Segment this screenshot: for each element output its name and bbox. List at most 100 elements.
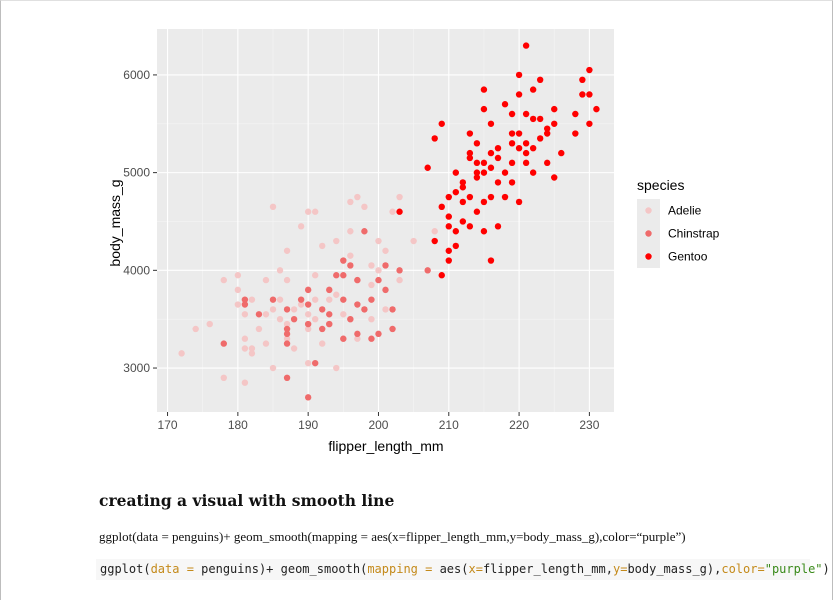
data-point: [522, 42, 530, 49]
data-point: [473, 174, 481, 181]
data-point: [192, 325, 199, 333]
data-point: [234, 272, 242, 279]
data-point: [297, 223, 305, 230]
data-point: [354, 330, 361, 338]
data-point: [445, 193, 452, 201]
data-point: [283, 325, 291, 333]
data-point: [283, 330, 291, 338]
data-point: [473, 208, 481, 215]
data-point: [431, 228, 438, 235]
y-tick-label: 6000: [123, 68, 150, 82]
code-token: x=: [468, 562, 483, 576]
data-point: [241, 345, 249, 352]
data-point: [529, 169, 537, 176]
x-tick-label: 220: [509, 418, 529, 432]
code-token: mapping =: [367, 562, 440, 576]
data-point: [536, 135, 544, 142]
data-point: [487, 120, 495, 127]
legend-label: Adelie: [668, 204, 702, 218]
code-token: color=: [721, 562, 765, 576]
x-tick-label: 180: [228, 418, 248, 432]
data-point: [347, 262, 354, 269]
legend-label: Chinstrap: [668, 227, 720, 241]
data-point: [375, 267, 382, 274]
data-point: [368, 296, 375, 303]
code-token: "purple": [764, 562, 823, 576]
data-points: [178, 42, 600, 401]
data-point: [283, 247, 291, 254]
data-point: [480, 169, 488, 176]
data-point: [459, 184, 467, 191]
data-point: [480, 198, 488, 206]
data-point: [522, 110, 530, 118]
data-point: [283, 335, 291, 342]
data-point: [501, 193, 509, 201]
data-point: [234, 301, 242, 308]
data-point: [544, 125, 551, 132]
data-point: [262, 276, 270, 284]
data-point: [340, 296, 347, 303]
data-point: [480, 86, 488, 93]
data-point: [326, 320, 333, 328]
data-point: [283, 374, 291, 382]
data-point: [494, 223, 502, 230]
minor-gridlines: [157, 29, 614, 412]
code-description-text: ggplot(data = penguins)+ geom_smooth(map…: [99, 529, 686, 544]
y-axis: 3000 4000 5000 6000: [123, 68, 157, 375]
data-point: [480, 159, 488, 167]
data-point: [466, 223, 474, 230]
x-tick-label: 200: [368, 418, 388, 432]
data-point: [354, 193, 361, 201]
data-point: [304, 325, 312, 333]
data-point: [220, 340, 227, 347]
data-point: [466, 130, 474, 137]
data-point: [494, 179, 502, 186]
data-point: [220, 276, 227, 284]
data-point: [508, 130, 516, 137]
data-point: [572, 130, 579, 137]
data-point: [333, 364, 340, 372]
data-point: [269, 296, 277, 303]
legend-title: species: [637, 177, 684, 193]
data-point: [319, 242, 326, 250]
data-point: [375, 237, 382, 245]
major-gridlines: [157, 29, 614, 412]
data-point: [586, 120, 593, 127]
code-token: penguins)+ geom_smooth(: [201, 562, 368, 576]
y-axis-label: body_mass_g: [107, 179, 123, 266]
data-point: [466, 154, 474, 162]
data-point: [586, 91, 593, 98]
data-point: [501, 101, 509, 108]
data-point: [544, 130, 551, 137]
data-point: [178, 350, 185, 357]
data-point: [241, 296, 249, 303]
data-point: [466, 149, 474, 157]
y-tick-label: 5000: [123, 166, 150, 180]
data-point: [297, 301, 305, 308]
plot-panel: [157, 29, 614, 412]
data-point: [326, 296, 333, 303]
data-point: [234, 286, 242, 294]
data-point: [459, 218, 467, 225]
data-point: [445, 247, 452, 254]
data-point: [424, 164, 431, 171]
data-point: [290, 315, 298, 323]
data-point: [515, 130, 523, 137]
data-point: [501, 169, 509, 176]
data-point: [424, 267, 431, 274]
data-point: [572, 110, 579, 118]
data-point: [283, 306, 291, 313]
code-token: ): [822, 562, 830, 576]
data-point: [389, 306, 396, 313]
data-point: [494, 144, 502, 152]
data-point: [396, 193, 403, 201]
data-point: [431, 237, 438, 245]
data-point: [262, 311, 270, 318]
data-point: [347, 228, 354, 235]
data-point: [410, 237, 417, 245]
data-point: [368, 281, 375, 289]
data-point: [522, 149, 530, 157]
data-point: [340, 257, 347, 264]
data-point: [248, 296, 256, 303]
code-token: flipper_length_mm,: [482, 562, 613, 576]
